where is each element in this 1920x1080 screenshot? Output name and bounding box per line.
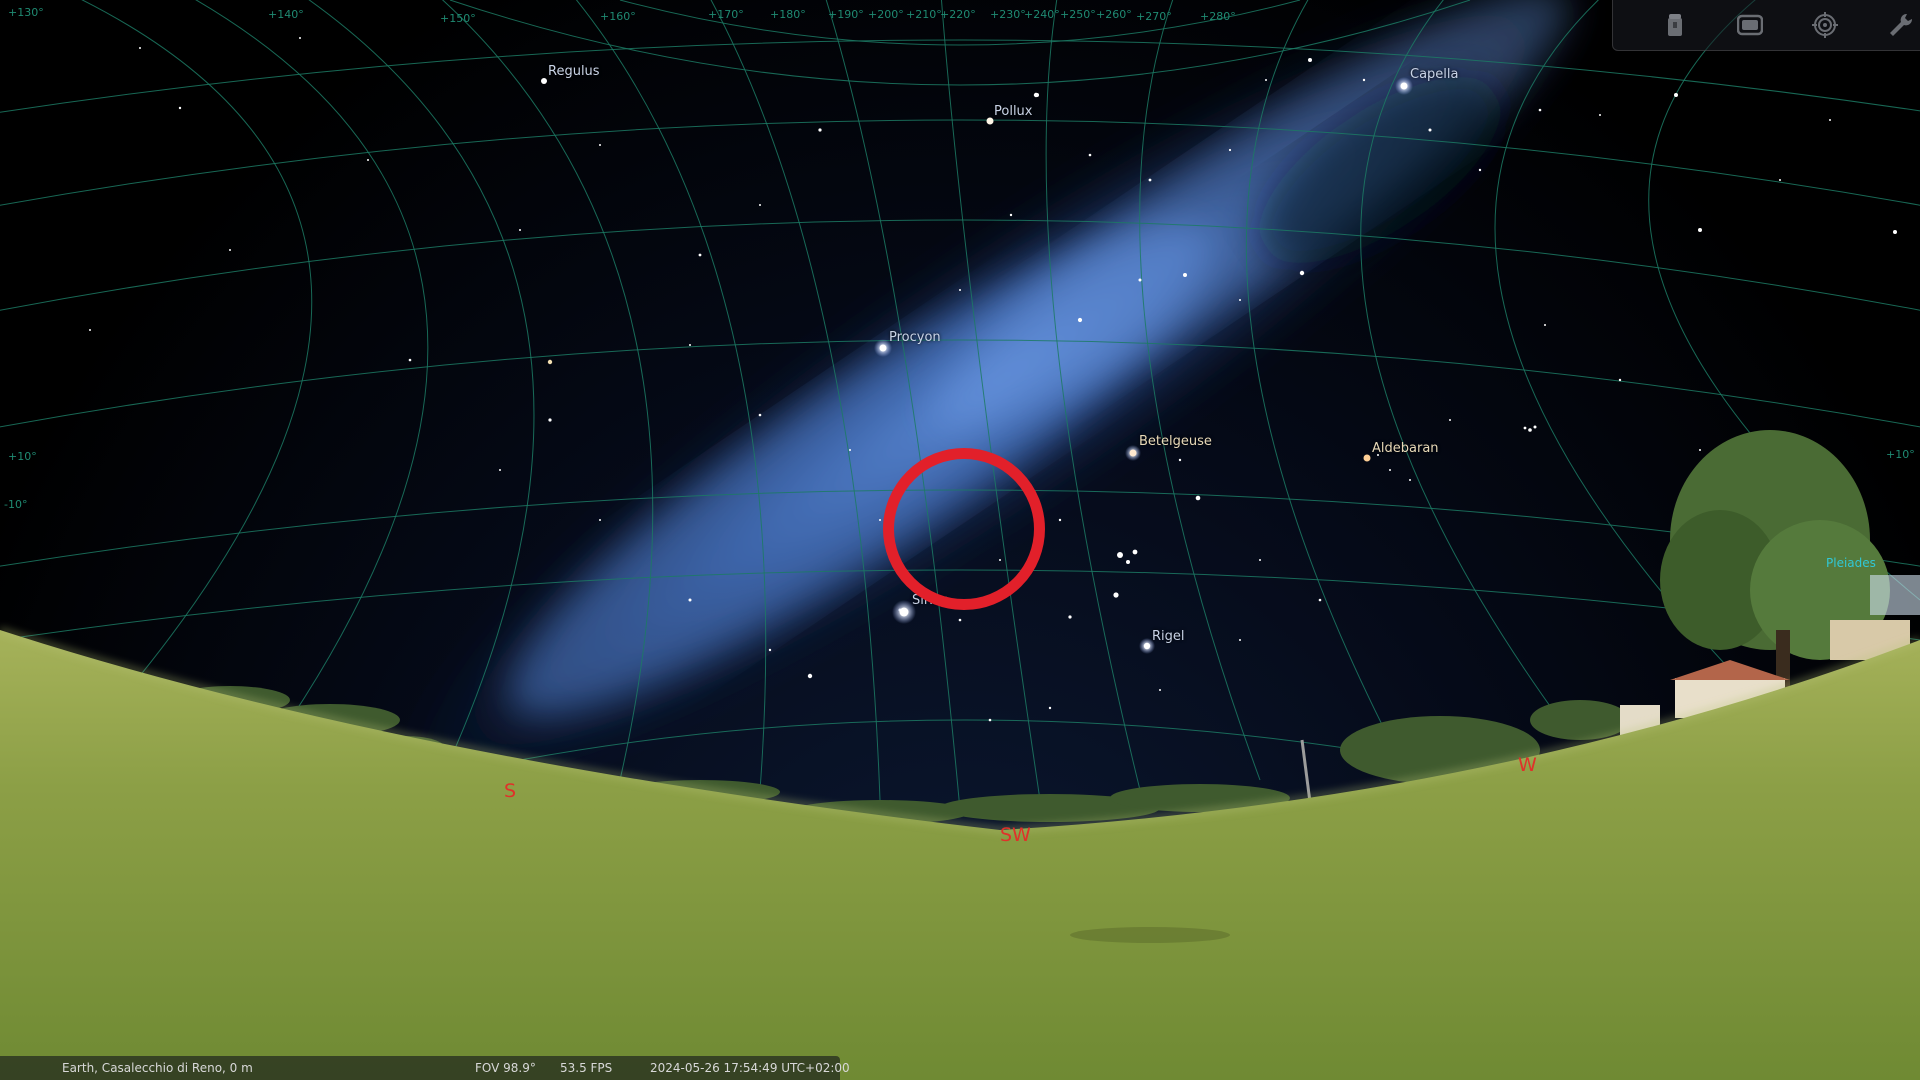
fps-text: 53.5 FPS bbox=[560, 1061, 613, 1075]
highlight-circle bbox=[883, 448, 1045, 610]
grid-label: +230° bbox=[990, 8, 1026, 21]
location-text[interactable]: Earth, Casalecchio di Reno, 0 m bbox=[62, 1061, 253, 1075]
grid-label: +160° bbox=[600, 10, 636, 23]
screen-button[interactable] bbox=[1735, 10, 1765, 40]
settings-button[interactable] bbox=[1885, 10, 1915, 40]
grid-label: +200° bbox=[868, 8, 904, 21]
cardinal-south: S bbox=[504, 780, 517, 802]
grid-label: +10° bbox=[1886, 448, 1915, 461]
grid-label: +270° bbox=[1136, 10, 1172, 23]
pleiades-label: Pleiades bbox=[1826, 556, 1876, 570]
grid-label: +130° bbox=[8, 6, 44, 19]
star-label-rigel[interactable]: Rigel bbox=[1152, 629, 1185, 644]
grid-label: +240° bbox=[1024, 8, 1060, 21]
named-stars bbox=[541, 77, 1413, 654]
fov-text: FOV 98.9° bbox=[475, 1061, 536, 1075]
grid-label: +180° bbox=[770, 8, 806, 21]
grid-label: +260° bbox=[1096, 8, 1132, 21]
observatory-icon bbox=[1668, 14, 1682, 36]
grid-label: +210° bbox=[906, 8, 942, 21]
grid-label: +10° bbox=[8, 450, 37, 463]
star-label-regulus[interactable]: Regulus bbox=[548, 64, 600, 79]
star-label-aldebaran[interactable]: Aldebaran bbox=[1372, 441, 1439, 456]
tree bbox=[1660, 430, 1890, 690]
background-stars bbox=[89, 37, 1897, 722]
grid-label: +250° bbox=[1060, 8, 1096, 21]
screen-icon bbox=[1737, 14, 1763, 36]
grid-label: +190° bbox=[828, 8, 864, 21]
grid-label: +170° bbox=[708, 8, 744, 21]
observatory-button[interactable] bbox=[1660, 10, 1690, 40]
grass-ground bbox=[0, 630, 1920, 1080]
status-bar: Earth, Casalecchio di Reno, 0 m FOV 98.9… bbox=[0, 1056, 850, 1080]
datetime-text[interactable]: 2024-05-26 17:54:49 UTC+02:00 bbox=[650, 1061, 850, 1075]
grid-label: +280° bbox=[1200, 10, 1236, 23]
star-label-capella[interactable]: Capella bbox=[1410, 67, 1459, 82]
grid-label: +140° bbox=[268, 8, 304, 21]
grid-label: +220° bbox=[940, 8, 976, 21]
milky-way bbox=[398, 0, 1602, 797]
wrench-icon bbox=[1890, 13, 1913, 36]
star-label-procyon[interactable]: Procyon bbox=[889, 330, 941, 345]
top-toolbar bbox=[1612, 0, 1920, 51]
target-button[interactable] bbox=[1810, 10, 1840, 40]
grid-label: +150° bbox=[440, 12, 476, 25]
cardinal-west: W bbox=[1518, 754, 1537, 776]
azimuthal-grid bbox=[0, 0, 1920, 811]
star-label-pollux[interactable]: Pollux bbox=[994, 104, 1033, 119]
target-icon bbox=[1812, 12, 1838, 38]
star-label-betelgeuse[interactable]: Betelgeuse bbox=[1139, 434, 1212, 449]
grid-label: -10° bbox=[4, 498, 28, 511]
cardinal-southwest: SW bbox=[1000, 824, 1031, 846]
